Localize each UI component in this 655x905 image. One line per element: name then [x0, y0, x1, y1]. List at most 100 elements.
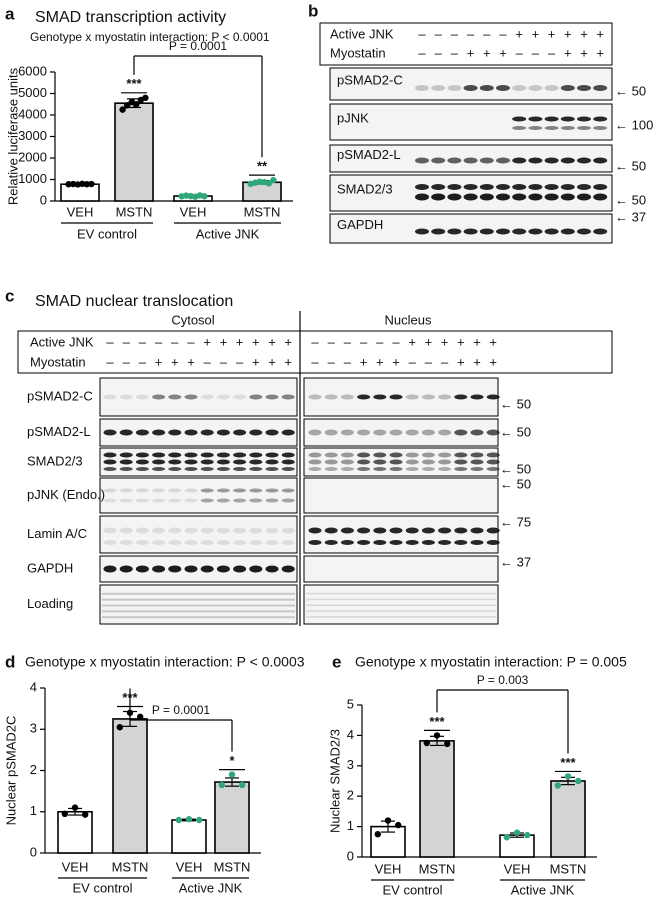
band — [249, 488, 263, 493]
loading-stripe — [102, 592, 295, 595]
y-tick-label: 2 — [30, 762, 37, 777]
band — [454, 452, 468, 458]
band — [152, 498, 166, 503]
band — [528, 116, 543, 122]
band — [438, 394, 452, 400]
band — [528, 193, 543, 201]
y-tick-label: 0 — [40, 192, 47, 207]
group-label: EV control — [73, 880, 133, 895]
treatment-sign: – — [155, 334, 163, 349]
band — [463, 157, 478, 164]
treatment-sign: – — [451, 45, 459, 60]
x-tick-label: VEH — [180, 204, 207, 219]
band — [357, 540, 371, 545]
band — [135, 429, 149, 436]
band — [135, 498, 149, 503]
band — [512, 116, 527, 122]
band — [593, 193, 608, 201]
band — [119, 452, 133, 458]
data-point — [423, 739, 430, 747]
treatment-sign: + — [457, 334, 465, 349]
blot-strip — [329, 103, 613, 141]
band — [324, 527, 338, 534]
band — [373, 452, 387, 458]
band — [233, 467, 247, 471]
band — [544, 126, 559, 130]
band — [373, 429, 387, 436]
row-label: Lamin A/C — [27, 526, 87, 541]
band — [152, 452, 166, 458]
band — [470, 540, 484, 545]
loading-stripe — [306, 610, 496, 612]
panel-label: c — [5, 286, 14, 305]
band — [340, 429, 354, 436]
loading-stripe — [306, 604, 496, 606]
band — [405, 540, 419, 545]
band — [281, 467, 295, 471]
y-axis-label: Relative luciferase units — [5, 67, 20, 205]
band — [577, 228, 591, 235]
band — [216, 498, 230, 503]
data-point — [201, 193, 208, 200]
blot-strip — [99, 447, 298, 477]
band — [200, 527, 214, 534]
band — [152, 540, 166, 545]
band — [577, 157, 591, 164]
treatment-sign: – — [418, 26, 426, 41]
band — [486, 459, 500, 465]
band — [249, 565, 263, 573]
treatment-sign: + — [473, 354, 481, 369]
band — [463, 228, 478, 235]
band — [249, 467, 263, 471]
treatment-sign: + — [580, 26, 588, 41]
band — [528, 228, 543, 235]
band — [438, 452, 452, 458]
band — [421, 467, 435, 471]
treatment-sign: + — [467, 45, 475, 60]
group-label: Active JNK — [196, 226, 260, 241]
band — [119, 565, 133, 573]
band — [216, 467, 230, 471]
band — [357, 394, 371, 400]
mw-marker: ← 37 — [500, 554, 531, 569]
bar — [112, 718, 148, 854]
mw-marker: ← 50 — [500, 461, 531, 476]
data-point — [228, 771, 236, 778]
blot-strip — [329, 174, 613, 212]
band — [324, 394, 338, 400]
band — [152, 467, 166, 471]
band — [324, 459, 338, 465]
band — [119, 429, 133, 436]
treatment-sign: – — [409, 354, 417, 369]
data-point — [88, 180, 95, 188]
band — [593, 184, 608, 190]
mw-marker: ← 50 — [615, 83, 646, 98]
panel-label: b — [308, 1, 318, 20]
data-point — [61, 810, 68, 818]
band — [281, 527, 295, 534]
y-tick-label: 1 — [30, 803, 37, 818]
treatment-sign: – — [311, 334, 319, 349]
band — [357, 429, 371, 436]
band — [357, 527, 371, 534]
band — [470, 467, 484, 471]
data-point — [374, 831, 381, 838]
band — [233, 498, 247, 503]
band — [103, 429, 117, 436]
treatment-sign: – — [106, 354, 114, 369]
band — [152, 488, 166, 493]
band — [421, 540, 435, 545]
blot-strip — [99, 377, 298, 417]
band — [200, 498, 214, 503]
band — [168, 429, 182, 436]
mw-marker: ← 50 — [615, 192, 646, 207]
treatment-sign: – — [344, 334, 352, 349]
data-point — [123, 102, 131, 109]
band — [405, 429, 419, 436]
band — [152, 459, 166, 465]
significance-label: * — [229, 753, 235, 768]
band — [479, 157, 494, 164]
y-tick-label: 1000 — [18, 171, 47, 186]
band — [340, 394, 354, 400]
